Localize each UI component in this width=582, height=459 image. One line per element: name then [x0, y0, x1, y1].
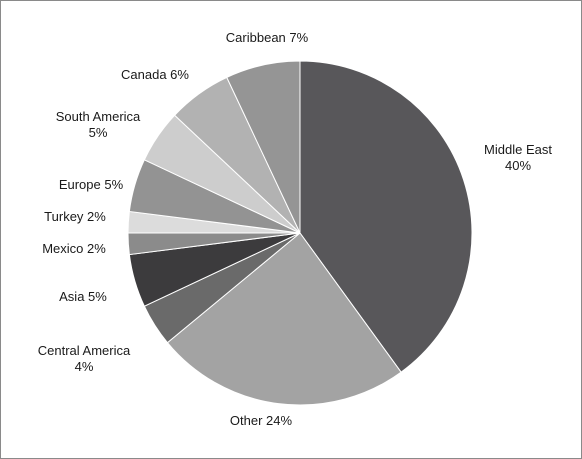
- slice-label-line: 4%: [75, 359, 94, 374]
- slice-label-central-america: Central America 4%: [38, 343, 131, 374]
- pie-labels: Middle East 40% Other 24% Central America 4%…: [38, 30, 553, 428]
- slice-label-south-america: South America 5%: [56, 109, 141, 140]
- slice-label-line: 5%: [89, 125, 108, 140]
- slice-label-turkey: Turkey 2%: [44, 209, 106, 224]
- slice-label-line: Central America: [38, 343, 131, 358]
- pie-slice-caribbean: [226, 60, 301, 234]
- pie-slices: [127, 60, 473, 406]
- pie-slice-other: [166, 232, 402, 406]
- slice-label-line: Other 24%: [230, 413, 293, 428]
- slice-label-line: Mexico 2%: [42, 241, 106, 256]
- pie-slice-middle-east: [299, 60, 473, 373]
- slice-label-other: Other 24%: [230, 413, 293, 428]
- slice-label-mexico: Mexico 2%: [42, 241, 106, 256]
- slice-label-line: Middle East: [484, 142, 552, 157]
- slice-label-line: Caribbean 7%: [226, 30, 309, 45]
- slice-label-canada: Canada 6%: [121, 67, 189, 82]
- slice-label-line: Turkey 2%: [44, 209, 106, 224]
- slice-label-line: Canada 6%: [121, 67, 189, 82]
- slice-label-line: Europe 5%: [59, 177, 124, 192]
- slice-label-europe: Europe 5%: [59, 177, 124, 192]
- slice-label-asia: Asia 5%: [59, 289, 107, 304]
- slice-label-caribbean: Caribbean 7%: [226, 30, 309, 45]
- slice-label-line: Asia 5%: [59, 289, 107, 304]
- slice-label-line: South America: [56, 109, 141, 124]
- slice-label-line: 40%: [505, 158, 531, 173]
- slice-label-middle-east: Middle East 40%: [484, 142, 552, 173]
